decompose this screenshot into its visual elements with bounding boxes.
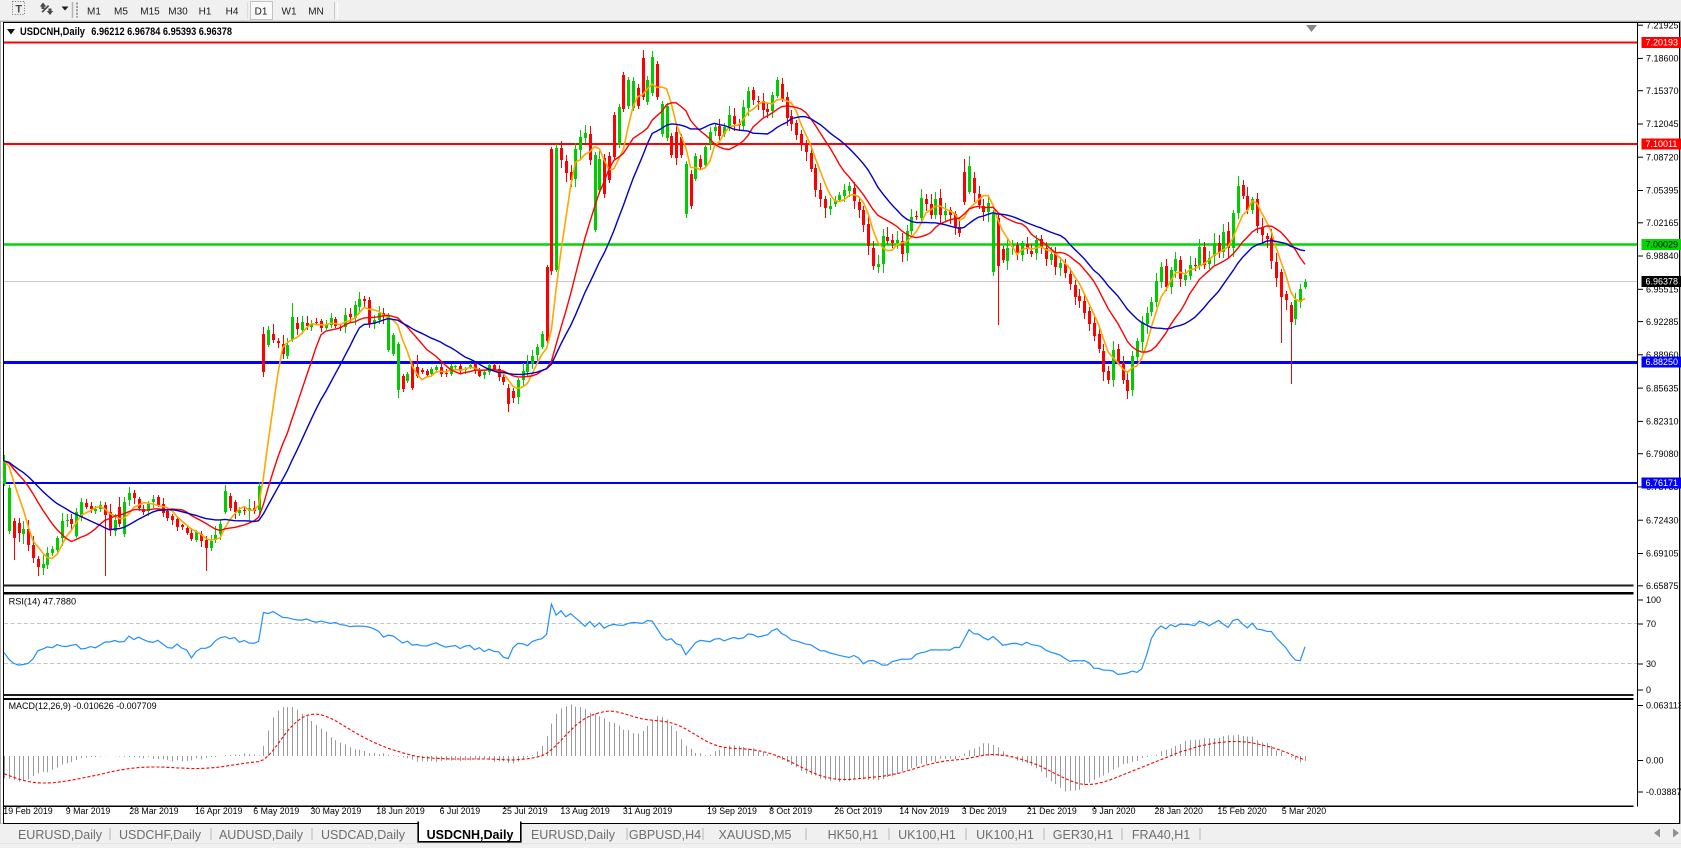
svg-text:M30: M30 [168, 7, 188, 18]
svg-text:7.20193: 7.20193 [1646, 38, 1679, 48]
svg-text:0.00: 0.00 [1646, 756, 1664, 766]
svg-text:31 Aug 2019: 31 Aug 2019 [623, 806, 673, 816]
svg-text:6 Jul 2019: 6 Jul 2019 [440, 806, 481, 816]
svg-text:M15: M15 [140, 7, 160, 18]
svg-text:3 Dec 2019: 3 Dec 2019 [962, 806, 1007, 816]
svg-text:6.82310: 6.82310 [1646, 417, 1679, 427]
svg-text:FRA40,H1: FRA40,H1 [1132, 828, 1190, 842]
svg-text:HK50,H1: HK50,H1 [828, 828, 879, 842]
svg-text:H4: H4 [226, 7, 239, 18]
svg-text:6.72430: 6.72430 [1646, 515, 1679, 525]
svg-text:USDCNH,Daily: USDCNH,Daily [20, 26, 86, 38]
svg-text:6.85635: 6.85635 [1646, 383, 1679, 393]
svg-text:9 Mar 2019: 9 Mar 2019 [66, 806, 111, 816]
svg-text:7.18600: 7.18600 [1646, 54, 1679, 64]
svg-text:0: 0 [1646, 685, 1651, 695]
svg-text:6.98840: 6.98840 [1646, 251, 1679, 261]
svg-text:7.15370: 7.15370 [1646, 86, 1679, 96]
svg-text:7.05395: 7.05395 [1646, 186, 1679, 196]
svg-text:5 Mar 2020: 5 Mar 2020 [1282, 806, 1327, 816]
svg-text:MN: MN [308, 7, 324, 18]
svg-text:7.12045: 7.12045 [1646, 119, 1679, 129]
svg-text:28 Mar 2019: 28 Mar 2019 [129, 806, 178, 816]
svg-text:70: 70 [1646, 619, 1656, 629]
svg-text:6.96212 6.96784 6.95393 6.9637: 6.96212 6.96784 6.95393 6.96378 [91, 26, 232, 38]
svg-text:7.02165: 7.02165 [1646, 218, 1679, 228]
svg-text:26 Oct 2019: 26 Oct 2019 [834, 806, 882, 816]
svg-text:21 Dec 2019: 21 Dec 2019 [1027, 806, 1077, 816]
svg-text:16 Apr 2019: 16 Apr 2019 [195, 806, 243, 816]
svg-text:6.95515: 6.95515 [1646, 285, 1679, 295]
svg-text:25 Jul 2019: 25 Jul 2019 [502, 806, 548, 816]
svg-text:USDCAD,Daily: USDCAD,Daily [321, 828, 406, 842]
svg-text:7.21925: 7.21925 [1646, 20, 1679, 30]
svg-text:14 Nov 2019: 14 Nov 2019 [899, 806, 949, 816]
svg-text:UK100,H1: UK100,H1 [898, 828, 956, 842]
svg-text:XAUUSD,M5: XAUUSD,M5 [719, 828, 792, 842]
svg-text:7.08720: 7.08720 [1646, 152, 1679, 162]
svg-text:9 Jan 2020: 9 Jan 2020 [1092, 806, 1136, 816]
svg-text:RSI(14) 47.7880: RSI(14) 47.7880 [9, 597, 77, 608]
svg-text:19 Sep 2019: 19 Sep 2019 [707, 806, 757, 816]
svg-text:M1: M1 [87, 7, 101, 18]
svg-text:W1: W1 [282, 7, 297, 18]
svg-text:D1: D1 [255, 7, 268, 18]
svg-text:GER30,H1: GER30,H1 [1053, 828, 1113, 842]
svg-text:UK100,H1: UK100,H1 [976, 828, 1034, 842]
svg-text:30: 30 [1646, 659, 1656, 669]
svg-text:6.88960: 6.88960 [1646, 350, 1679, 360]
svg-text:19 Feb 2019: 19 Feb 2019 [3, 806, 53, 816]
svg-text:6 May 2019: 6 May 2019 [253, 806, 299, 816]
svg-text:13 Aug 2019: 13 Aug 2019 [560, 806, 610, 816]
svg-text:H1: H1 [199, 7, 212, 18]
svg-text:6.76171: 6.76171 [1646, 478, 1679, 488]
svg-text:15 Feb 2020: 15 Feb 2020 [1217, 806, 1267, 816]
svg-text:M5: M5 [114, 7, 128, 18]
svg-text:MACD(12,26,9) -0.010626 -0.007: MACD(12,26,9) -0.010626 -0.007709 [9, 701, 157, 712]
svg-text:7.10011: 7.10011 [1646, 139, 1678, 149]
svg-text:0.063113: 0.063113 [1646, 701, 1681, 711]
svg-text:USDCHF,Daily: USDCHF,Daily [119, 828, 202, 842]
svg-text:GBPUSD,H4: GBPUSD,H4 [629, 828, 701, 842]
svg-text:USDCNH,Daily: USDCNH,Daily [427, 828, 514, 842]
svg-text:6.88250: 6.88250 [1646, 357, 1679, 367]
svg-text:-0.038873: -0.038873 [1646, 787, 1681, 797]
svg-text:100: 100 [1646, 595, 1661, 605]
svg-text:T: T [15, 4, 22, 16]
svg-text:18 Jun 2019: 18 Jun 2019 [376, 806, 425, 816]
svg-text:8 Oct 2019: 8 Oct 2019 [769, 806, 812, 816]
svg-text:7.00029: 7.00029 [1646, 240, 1679, 250]
svg-text:EURUSD,Daily: EURUSD,Daily [531, 828, 616, 842]
svg-text:6.96378: 6.96378 [1646, 277, 1679, 287]
svg-text:AUDUSD,Daily: AUDUSD,Daily [219, 828, 304, 842]
svg-text:6.69105: 6.69105 [1646, 549, 1679, 559]
svg-text:6.79080: 6.79080 [1646, 449, 1679, 459]
svg-text:6.65875: 6.65875 [1646, 581, 1679, 591]
svg-text:30 May 2019: 30 May 2019 [310, 806, 361, 816]
svg-text:28 Jan 2020: 28 Jan 2020 [1155, 806, 1204, 816]
svg-text:EURUSD,Daily: EURUSD,Daily [18, 828, 103, 842]
svg-text:6.92285: 6.92285 [1646, 317, 1679, 327]
